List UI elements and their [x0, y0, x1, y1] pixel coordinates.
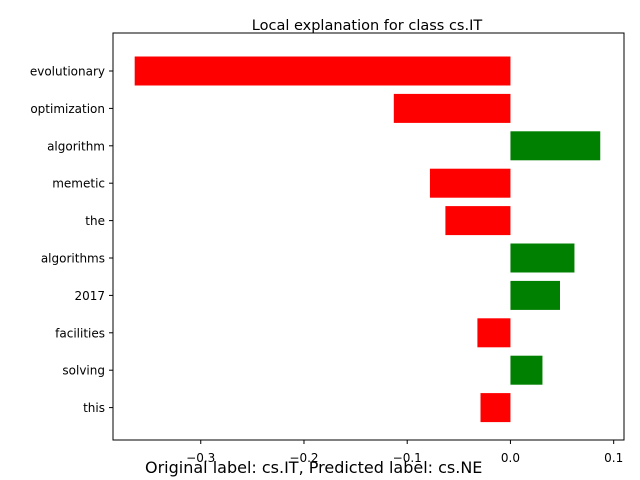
bar-the: [445, 206, 511, 236]
bar-memetic: [429, 168, 511, 198]
y-tick-label: algorithms: [41, 252, 105, 266]
x-tick-label: −0.1: [393, 451, 422, 465]
x-axis-ticks: −0.3 −0.2 −0.1 0.0 0.1: [186, 440, 623, 465]
y-tick-label: 2017: [74, 289, 105, 303]
y-tick-label: solving: [62, 364, 105, 378]
chart-title: Local explanation for class cs.IT: [252, 18, 483, 34]
y-tick-label: evolutionary: [30, 65, 105, 79]
bar-facilities: [477, 318, 511, 348]
plot-frame: [112, 32, 625, 441]
prediction-caption: Original label: cs.IT, Predicted label: …: [145, 458, 483, 477]
y-tick-label: facilities: [55, 326, 105, 340]
bar-2017: [510, 280, 560, 310]
bar-evolutionary: [134, 56, 511, 86]
x-tick-label: 0.1: [604, 451, 623, 465]
bar-algorithms: [510, 243, 575, 273]
y-tick-label: optimization: [30, 102, 105, 116]
bar-this: [480, 393, 511, 423]
x-tick-label: −0.3: [186, 451, 215, 465]
y-tick-label: algorithm: [47, 139, 105, 153]
bars-group: [134, 56, 601, 423]
y-tick-label: the: [85, 214, 105, 228]
y-tick-label: memetic: [52, 177, 105, 191]
bar-algorithm: [510, 131, 601, 161]
y-tick-label: this: [83, 401, 105, 415]
y-axis-ticks: evolutionary optimization algorithm memetic…: [30, 65, 113, 415]
x-tick-label: −0.2: [289, 451, 318, 465]
x-tick-label: 0.0: [501, 451, 520, 465]
bar-solving: [510, 355, 543, 385]
bar-optimization: [393, 93, 511, 123]
